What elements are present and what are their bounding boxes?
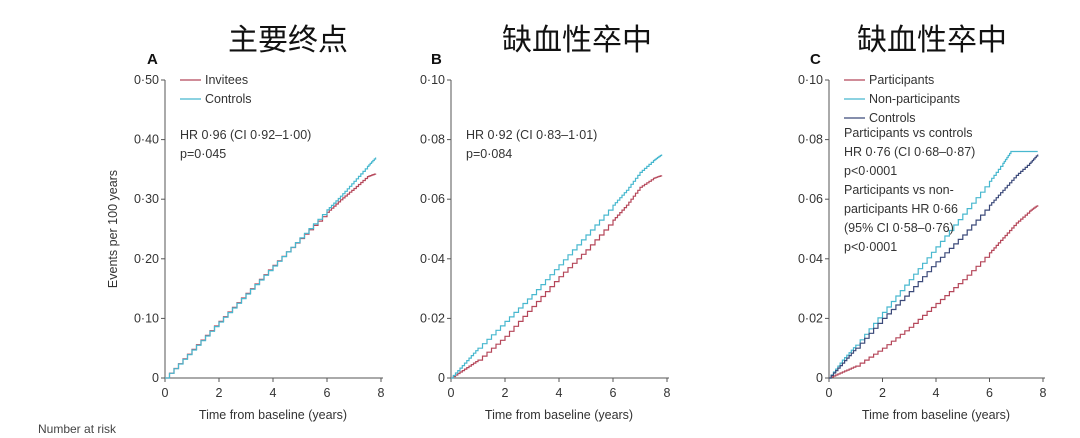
y-tick-label: 0·06	[420, 192, 445, 206]
y-tick-label: 0·08	[798, 133, 823, 147]
y-tick-label: 0·02	[420, 311, 445, 325]
number-at-risk-label: Number at risk	[38, 422, 117, 436]
legend-entry: Invitees	[205, 73, 248, 87]
y-tick-label: 0	[152, 371, 159, 385]
legend-entry: Participants	[869, 73, 934, 87]
stat-annotation: p<0·0001	[844, 164, 897, 178]
x-tick-label: 0	[826, 386, 833, 400]
stat-annotation: (95% CI 0·58–0·76)	[844, 221, 954, 235]
y-tick-label: 0·06	[798, 192, 823, 206]
stat-annotation: participants HR 0·66	[844, 202, 958, 216]
x-axis-label: Time from baseline (years)	[862, 408, 1010, 422]
y-tick-label: 0·40	[134, 133, 159, 147]
stat-annotation: p<0·0001	[844, 240, 897, 254]
stat-annotation: Participants vs non-	[844, 183, 954, 197]
x-tick-label: 8	[664, 386, 671, 400]
panel-heading: 主要终点	[228, 23, 348, 58]
y-tick-label: 0·20	[134, 252, 159, 266]
y-tick-label: 0·10	[420, 73, 445, 87]
x-tick-label: 0	[162, 386, 169, 400]
stat-annotation: Participants vs controls	[844, 126, 973, 140]
legend-entry: Controls	[205, 92, 252, 106]
stat-annotation: p=0·045	[180, 147, 226, 161]
legend-entry: Controls	[869, 111, 916, 125]
y-tick-label: 0·04	[798, 252, 823, 266]
panel-letter: A	[147, 51, 158, 68]
x-tick-label: 2	[879, 386, 886, 400]
x-tick-label: 2	[502, 386, 509, 400]
chart-panel-c: 缺血性卒中 C 0 0·02 0·04 0·06 0·08 0·10 0 2 4 6 8 Time fro…	[798, 23, 1047, 422]
x-tick-label: 4	[270, 386, 277, 400]
x-tick-label: 6	[610, 386, 617, 400]
y-axis-label: Events per 100 years	[106, 170, 120, 288]
panel-letter: C	[810, 51, 821, 68]
stat-annotation: HR 0·76 (CI 0·68–0·87)	[844, 145, 975, 159]
x-tick-label: 0	[448, 386, 455, 400]
legend-entry: Non-participants	[869, 92, 960, 106]
stat-annotation: p=0·084	[466, 147, 512, 161]
series-line-controls	[165, 157, 377, 379]
series-line-red	[451, 175, 663, 379]
y-tick-label: 0·04	[420, 252, 445, 266]
panel-heading: 缺血性卒中	[502, 23, 652, 58]
x-tick-label: 2	[216, 386, 223, 400]
y-tick-label: 0·30	[134, 192, 159, 206]
x-tick-label: 4	[933, 386, 940, 400]
series-line-controls	[829, 154, 1039, 379]
panel-heading: 缺血性卒中	[857, 23, 1007, 58]
chart-panel-b: 缺血性卒中 B 0 0·02 0·04 0·06 0·08 0·10 0 2 4 6 8 Time fro…	[420, 23, 671, 422]
x-tick-label: 8	[378, 386, 385, 400]
x-axis-label: Time from baseline (years)	[199, 408, 347, 422]
y-tick-label: 0·50	[134, 73, 159, 87]
series-line-non-participants	[829, 150, 1038, 379]
y-tick-label: 0	[438, 371, 445, 385]
x-axis-label: Time from baseline (years)	[485, 408, 633, 422]
panel-letter: B	[431, 51, 442, 68]
y-tick-label: 0·02	[798, 311, 823, 325]
stat-annotation: HR 0·92 (CI 0·83–1·01)	[466, 128, 597, 142]
x-tick-label: 8	[1040, 386, 1047, 400]
x-tick-label: 6	[986, 386, 993, 400]
series-line-participants	[829, 205, 1039, 379]
chart-panel-a: 主要终点 A 0 0·10 0·20 0·30 0·40 0·50 0 2 4 6 8 Time from…	[106, 23, 385, 422]
y-tick-label: 0·10	[798, 73, 823, 87]
series-line-cyan	[451, 154, 663, 379]
y-tick-label: 0·08	[420, 133, 445, 147]
stat-annotation: HR 0·96 (CI 0·92–1·00)	[180, 128, 311, 142]
x-tick-label: 4	[556, 386, 563, 400]
x-tick-label: 6	[324, 386, 331, 400]
y-tick-label: 0·10	[134, 311, 159, 325]
y-tick-label: 0	[816, 371, 823, 385]
